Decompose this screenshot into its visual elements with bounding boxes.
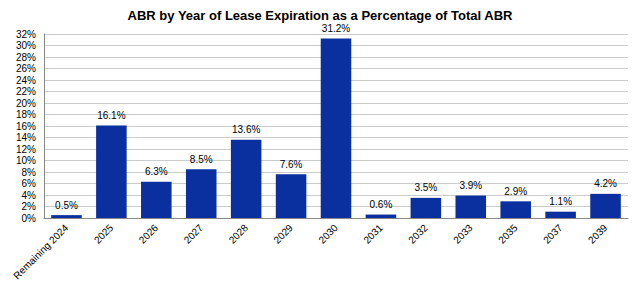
svg-text:2035: 2035 — [496, 222, 520, 246]
svg-text:30%: 30% — [16, 40, 36, 51]
svg-text:2027: 2027 — [182, 222, 206, 246]
svg-text:2033: 2033 — [451, 222, 475, 246]
svg-text:4.2%: 4.2% — [594, 178, 617, 189]
svg-text:10%: 10% — [16, 155, 36, 166]
svg-text:2.9%: 2.9% — [504, 186, 527, 197]
svg-text:2029: 2029 — [271, 222, 295, 246]
svg-text:24%: 24% — [16, 75, 36, 86]
svg-text:13.6%: 13.6% — [232, 124, 260, 135]
svg-text:16%: 16% — [16, 121, 36, 132]
svg-text:26%: 26% — [16, 63, 36, 74]
svg-text:1.1%: 1.1% — [549, 196, 572, 207]
svg-text:16.1%: 16.1% — [97, 110, 125, 121]
svg-text:28%: 28% — [16, 52, 36, 63]
svg-text:20%: 20% — [16, 98, 36, 109]
svg-text:2026: 2026 — [137, 222, 161, 246]
svg-text:2%: 2% — [22, 201, 37, 212]
svg-text:2028: 2028 — [227, 222, 251, 246]
svg-text:2037: 2037 — [541, 222, 565, 246]
svg-text:2031: 2031 — [361, 222, 385, 246]
svg-text:0.6%: 0.6% — [370, 199, 393, 210]
svg-text:14%: 14% — [16, 132, 36, 143]
svg-text:31.2%: 31.2% — [322, 23, 350, 34]
svg-text:Remaining 2024: Remaining 2024 — [11, 222, 71, 282]
svg-text:2030: 2030 — [316, 222, 340, 246]
svg-text:8.5%: 8.5% — [190, 154, 213, 165]
svg-text:2032: 2032 — [406, 222, 430, 246]
svg-text:22%: 22% — [16, 86, 36, 97]
svg-text:32%: 32% — [16, 29, 36, 40]
svg-text:18%: 18% — [16, 109, 36, 120]
svg-text:7.6%: 7.6% — [280, 159, 303, 170]
svg-text:12%: 12% — [16, 144, 36, 155]
svg-text:3.9%: 3.9% — [459, 180, 482, 191]
svg-text:0.5%: 0.5% — [55, 200, 78, 211]
svg-text:2025: 2025 — [92, 222, 116, 246]
svg-text:3.5%: 3.5% — [414, 182, 437, 193]
svg-text:4%: 4% — [22, 190, 37, 201]
svg-text:0%: 0% — [22, 213, 37, 224]
svg-text:ABR by Year of Lease Expiratio: ABR by Year of Lease Expiration as a Per… — [128, 8, 513, 23]
svg-text:8%: 8% — [22, 167, 37, 178]
svg-text:2039: 2039 — [586, 222, 610, 246]
svg-text:6%: 6% — [22, 178, 37, 189]
svg-text:6.3%: 6.3% — [145, 166, 168, 177]
